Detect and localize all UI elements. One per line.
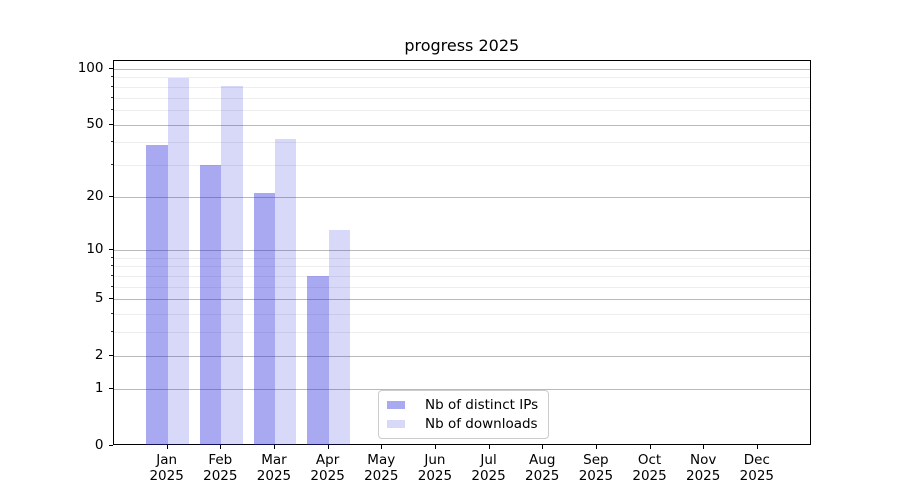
x-tick-label-nov: Nov 2025 xyxy=(686,452,721,484)
gridline-y-minor-7 xyxy=(114,275,810,277)
x-tick-apr xyxy=(327,444,329,449)
y-tick-label-2: 2 xyxy=(94,346,104,363)
bar-nb-of-downloads-mar xyxy=(274,138,297,446)
gridline-y-5 xyxy=(114,299,810,301)
y-tick-0 xyxy=(108,444,113,446)
y-tick-label-1: 1 xyxy=(94,379,104,396)
y-tick-5 xyxy=(108,298,113,300)
gridline-y-minor-40 xyxy=(114,142,810,144)
y-tick-50 xyxy=(108,123,113,125)
y-tick-label-10: 10 xyxy=(86,240,104,257)
y-tick-label-0: 0 xyxy=(94,436,104,453)
y-tick-1 xyxy=(108,387,113,390)
x-tick-may xyxy=(381,444,383,449)
bar-nb-of-distinct-ips-jan xyxy=(146,144,168,446)
gridline-y-minor-70 xyxy=(114,97,810,99)
x-tick-sep xyxy=(595,444,598,449)
gridline-y-20 xyxy=(114,197,810,199)
x-tick-jun xyxy=(434,444,437,449)
gridline-y-1 xyxy=(114,388,810,390)
x-tick-feb xyxy=(220,444,222,449)
x-tick-label-dec: Dec 2025 xyxy=(739,452,775,484)
y-tick-minor-90 xyxy=(110,76,113,78)
gridline-y-minor-60 xyxy=(114,110,810,112)
y-tick-minor-7 xyxy=(110,274,113,276)
x-tick-label-apr: Apr 2025 xyxy=(310,452,345,484)
gridline-y-minor-30 xyxy=(114,165,810,167)
y-tick-minor-3 xyxy=(110,331,113,333)
x-tick-mar xyxy=(273,444,276,449)
x-tick-label-feb: Feb 2025 xyxy=(203,452,238,484)
legend-item-distinct-ips: Nb of distinct IPs xyxy=(387,397,538,413)
legend-label-downloads: Nb of downloads xyxy=(425,416,538,432)
bar-nb-of-distinct-ips-mar xyxy=(253,193,275,446)
legend-label-distinct-ips: Nb of distinct IPs xyxy=(425,397,539,413)
y-tick-minor-60 xyxy=(110,109,113,111)
x-tick-oct xyxy=(649,444,651,449)
gridline-y-minor-90 xyxy=(114,77,810,79)
y-tick-minor-30 xyxy=(110,164,113,166)
gridline-y-minor-9 xyxy=(114,257,810,259)
plot-area xyxy=(113,59,811,446)
gridline-y-minor-6 xyxy=(114,286,810,288)
gridline-y-50 xyxy=(114,124,810,126)
x-tick-label-jul: Jul 2025 xyxy=(471,452,506,484)
gridline-y-10 xyxy=(114,249,810,251)
y-tick-20 xyxy=(108,196,113,198)
bar-nb-of-downloads-jan xyxy=(167,78,190,446)
y-tick-2 xyxy=(108,354,113,357)
x-tick-label-jun: Jun 2025 xyxy=(417,452,453,484)
x-tick-nov xyxy=(703,444,705,449)
x-tick-label-mar: Mar 2025 xyxy=(256,452,292,484)
gridline-y-minor-8 xyxy=(114,266,810,268)
x-tick-dec xyxy=(756,444,759,449)
y-tick-10 xyxy=(108,248,113,251)
x-tick-aug xyxy=(542,444,544,449)
y-tick-minor-40 xyxy=(110,141,113,143)
bar-nb-of-distinct-ips-feb xyxy=(199,165,222,446)
bar-nb-of-distinct-ips-apr xyxy=(307,275,329,446)
x-tick-jul xyxy=(488,444,490,449)
legend-item-downloads: Nb of downloads xyxy=(387,416,538,432)
y-tick-label-20: 20 xyxy=(86,188,104,205)
gridline-y-minor-3 xyxy=(114,332,810,334)
x-tick-label-sep: Sep 2025 xyxy=(578,452,614,484)
gridline-y-100 xyxy=(114,68,810,70)
y-tick-label-5: 5 xyxy=(94,290,104,307)
legend-swatch-distinct-ips xyxy=(387,401,405,409)
y-tick-minor-4 xyxy=(110,313,113,315)
bar-nb-of-downloads-feb xyxy=(221,85,243,446)
y-tick-minor-80 xyxy=(110,85,113,87)
x-tick-label-may: May 2025 xyxy=(364,452,399,484)
y-tick-minor-9 xyxy=(110,256,113,258)
gridline-y-minor-4 xyxy=(114,314,810,316)
legend: Nb of distinct IPs Nb of downloads xyxy=(378,390,550,439)
legend-swatch-downloads xyxy=(387,420,405,428)
x-tick-label-oct: Oct 2025 xyxy=(632,452,667,484)
y-tick-label-50: 50 xyxy=(86,115,104,132)
y-tick-minor-70 xyxy=(110,96,113,98)
x-tick-jan xyxy=(166,444,168,449)
y-tick-minor-6 xyxy=(110,285,113,287)
y-tick-100 xyxy=(108,67,113,70)
gridline-y-2 xyxy=(114,355,810,357)
y-tick-minor-8 xyxy=(110,265,113,267)
x-tick-label-aug: Aug 2025 xyxy=(525,452,560,484)
x-tick-label-jan: Jan 2025 xyxy=(149,452,184,484)
chart-title: progress 2025 xyxy=(404,36,520,55)
gridline-y-minor-80 xyxy=(114,86,810,88)
y-tick-label-100: 100 xyxy=(77,59,104,76)
bar-nb-of-downloads-apr xyxy=(328,230,351,446)
